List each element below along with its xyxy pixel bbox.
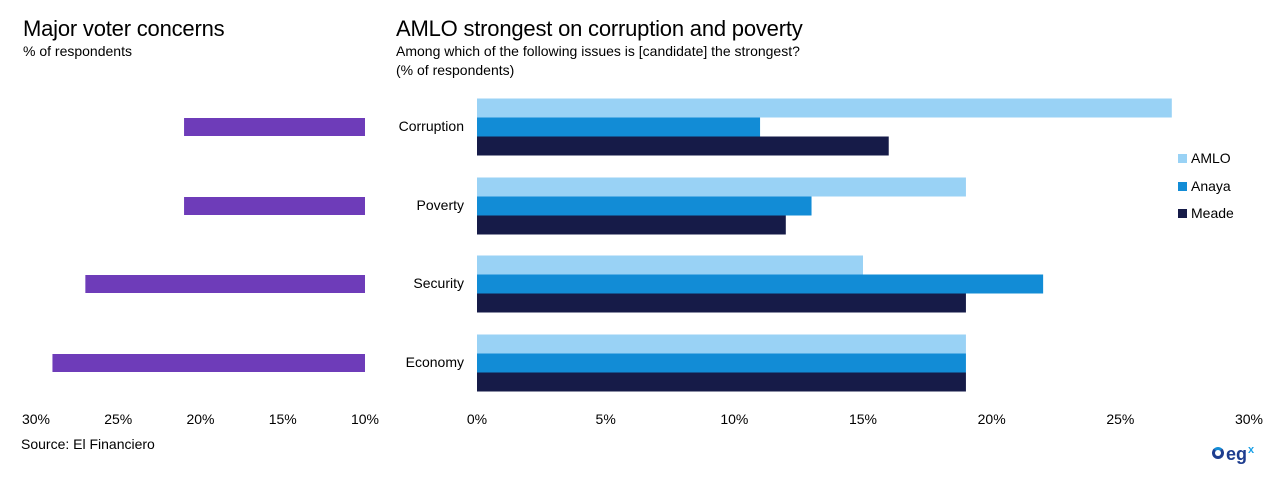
bar-anaya-poverty xyxy=(477,196,812,216)
concern-bar-corruption xyxy=(184,118,365,136)
bar-anaya-economy xyxy=(477,353,966,373)
concern-bar-security xyxy=(85,275,365,293)
concern-bar-poverty xyxy=(184,197,365,215)
egx-logo: eg x xyxy=(1212,445,1254,463)
bar-meade-security xyxy=(477,293,966,313)
right-chart-subtitle-2: (% of respondents) xyxy=(396,62,515,78)
bar-meade-poverty xyxy=(477,215,786,235)
legend-swatch xyxy=(1178,153,1187,163)
legend-label: Anaya xyxy=(1191,178,1231,194)
legend-item-amlo: AMLO xyxy=(1178,150,1231,166)
right-x-tick-label: 30% xyxy=(1234,411,1264,427)
right-x-tick-label: 15% xyxy=(848,411,878,427)
logo-swirl-icon xyxy=(1212,447,1224,459)
category-label-security: Security xyxy=(413,275,464,291)
bar-anaya-security xyxy=(477,274,1044,294)
legend-label: AMLO xyxy=(1191,150,1231,166)
legend-item-meade: Meade xyxy=(1178,205,1234,221)
legend-label: Meade xyxy=(1191,205,1234,221)
category-label-corruption: Corruption xyxy=(398,118,464,134)
right-chart-title: AMLO strongest on corruption and poverty xyxy=(396,16,803,41)
bar-meade-economy xyxy=(477,372,966,392)
left-x-tick-label: 30% xyxy=(21,411,51,427)
bar-amlo-security xyxy=(477,255,863,275)
logo-superscript: x xyxy=(1248,444,1255,456)
left-x-tick-label: 20% xyxy=(186,411,215,427)
bar-amlo-poverty xyxy=(477,177,966,197)
right-x-tick-label: 10% xyxy=(720,411,749,427)
left-x-tick-label: 25% xyxy=(104,411,133,427)
legend-swatch xyxy=(1178,181,1187,191)
left-chart-subtitle: % of respondents xyxy=(23,43,132,59)
right-x-tick-label: 25% xyxy=(1106,411,1135,427)
bar-amlo-corruption xyxy=(477,98,1172,118)
right-x-tick-label: 0% xyxy=(466,411,488,427)
right-x-tick-label: 20% xyxy=(977,411,1006,427)
bar-amlo-economy xyxy=(477,334,966,354)
category-label-economy: Economy xyxy=(405,354,464,370)
right-chart-subtitle: Among which of the following issues is [… xyxy=(396,43,800,59)
left-chart-title: Major voter concerns xyxy=(23,16,225,41)
category-label-poverty: Poverty xyxy=(416,197,464,213)
source-note: Source: El Financiero xyxy=(21,436,155,452)
concern-bar-economy xyxy=(52,354,365,372)
right-x-tick-label: 5% xyxy=(595,411,616,427)
bar-anaya-corruption xyxy=(477,117,761,137)
bar-meade-corruption xyxy=(477,136,889,156)
left-x-tick-label: 15% xyxy=(268,411,297,427)
legend-item-anaya: Anaya xyxy=(1178,178,1231,194)
legend-swatch xyxy=(1178,208,1187,218)
logo-text: eg xyxy=(1226,444,1248,464)
left-x-tick-label: 10% xyxy=(350,411,380,427)
